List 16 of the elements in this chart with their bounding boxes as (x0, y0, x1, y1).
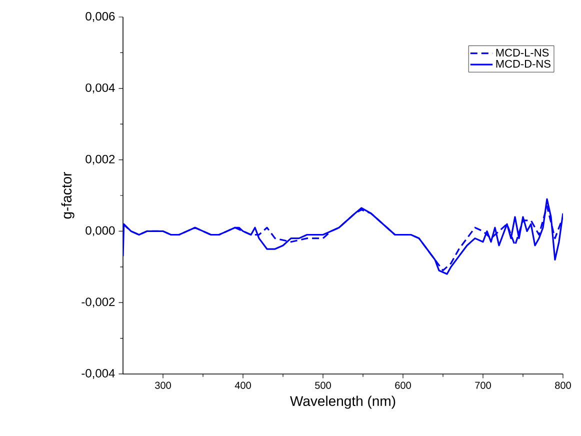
y-axis-title: g-factor (61, 172, 74, 219)
y-tick-label: -0,002 (82, 298, 115, 308)
x-tick-label: 300 (155, 382, 171, 389)
y-tick-label: -0,004 (82, 369, 115, 379)
legend-label: MCD-L-NS (496, 48, 549, 57)
x-tick-label: 600 (395, 382, 411, 389)
y-tick-label: 0,004 (86, 83, 115, 94)
y-tick-label: 0,006 (86, 12, 115, 22)
legend-label: MCD-D-NS (496, 60, 550, 68)
x-axis-title: Wavelength (nm) (290, 396, 396, 409)
x-tick-label: 700 (475, 382, 491, 389)
y-tick-label: 0,000 (86, 226, 115, 236)
x-tick-label: 500 (315, 382, 331, 389)
y-tick-label: 0,002 (86, 154, 115, 165)
x-tick-label: 400 (234, 382, 251, 389)
x-tick-label: 800 (555, 382, 571, 389)
